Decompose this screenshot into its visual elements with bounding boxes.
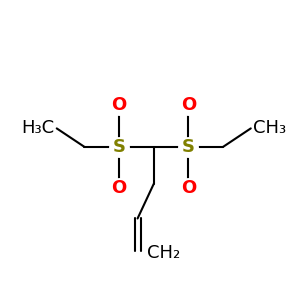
Text: CH₃: CH₃ bbox=[253, 119, 286, 137]
Text: H₃C: H₃C bbox=[21, 119, 54, 137]
Text: CH₂: CH₂ bbox=[147, 244, 180, 262]
Text: S: S bbox=[112, 138, 126, 156]
Text: O: O bbox=[181, 96, 196, 114]
Text: S: S bbox=[182, 138, 195, 156]
Text: O: O bbox=[181, 179, 196, 197]
Text: O: O bbox=[112, 179, 127, 197]
Text: O: O bbox=[112, 96, 127, 114]
